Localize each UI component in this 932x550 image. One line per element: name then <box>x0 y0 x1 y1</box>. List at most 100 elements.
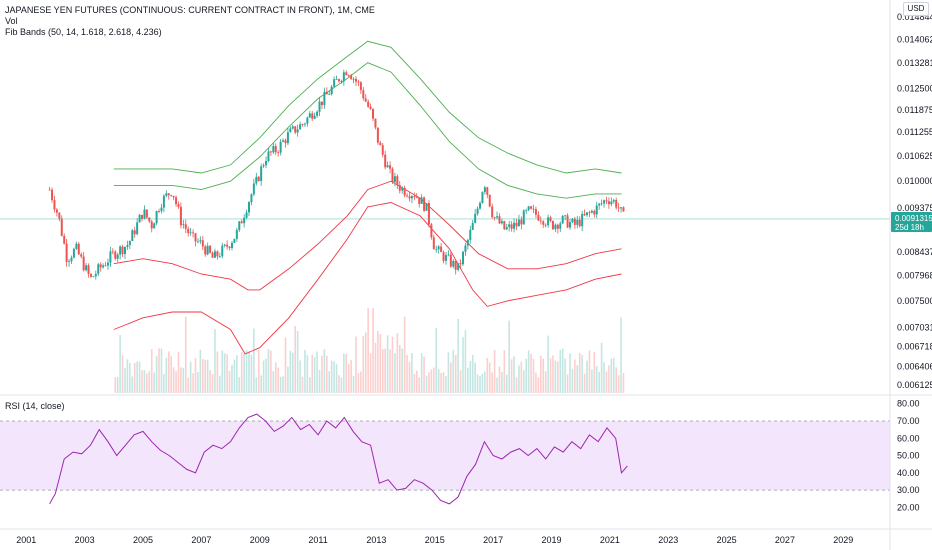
candle-body <box>240 221 243 224</box>
volume-bar <box>559 349 562 393</box>
volume-bar <box>369 353 372 393</box>
time-tick-label: 2029 <box>833 535 853 545</box>
volume-bar <box>238 377 241 393</box>
rsi-axis[interactable]: 80.00 70.00 60.00 50.00 40.00 30.00 20.00 <box>897 399 920 513</box>
candle-body <box>75 243 78 249</box>
volume-bar <box>491 372 493 393</box>
volume-bar <box>420 353 423 393</box>
price-tick-label: 0.0100000 <box>897 176 932 186</box>
volume-bar <box>192 373 194 393</box>
candle-body <box>286 132 289 144</box>
volume-bar <box>150 349 153 393</box>
price-axis[interactable]: 0.0148440 0.0140625 0.0132815 0.0125000 0.01… <box>889 0 932 550</box>
fib-band-lower-line <box>113 180 622 291</box>
volume-bar <box>547 335 549 393</box>
candle-body <box>459 263 462 265</box>
candle-body <box>89 273 92 277</box>
candle-body <box>131 230 134 242</box>
volume-bar <box>595 366 598 393</box>
candle-body <box>539 220 542 222</box>
candle-body <box>483 187 486 193</box>
candle-body <box>561 215 564 224</box>
candle-body <box>457 263 460 270</box>
candle-body <box>471 222 474 230</box>
candle-body <box>615 200 618 208</box>
candle-body <box>179 206 182 226</box>
volume-bar <box>160 348 163 393</box>
candle-body <box>386 165 389 168</box>
x-axis: 2001 2003 2005 2007 2009 2011 2013 2015 2017 2019… <box>0 528 932 545</box>
candle-body <box>530 206 533 209</box>
candle-body <box>330 86 333 95</box>
volume-bar <box>540 355 542 393</box>
legend-symbol-title[interactable]: JAPANESE YEN FUTURES (CONTINUOUS: CURREN… <box>5 5 375 15</box>
rsi-tick-label: 80.00 <box>897 399 920 409</box>
volume-bar <box>338 375 340 393</box>
candle-body <box>182 224 185 226</box>
candle-body <box>265 160 268 166</box>
time-tick-label: 2025 <box>717 535 737 545</box>
volume-bar <box>401 348 404 393</box>
volume-bar <box>267 349 270 393</box>
candle-body <box>496 216 499 218</box>
candle-body <box>610 201 613 205</box>
candle-body <box>111 251 114 253</box>
candle-body <box>564 215 567 217</box>
candle-body <box>167 193 170 196</box>
candle-body <box>551 220 554 230</box>
volume-bar <box>435 328 438 393</box>
time-tick-label: 2017 <box>483 535 503 545</box>
candle-body <box>406 195 409 197</box>
candle-body <box>228 246 231 248</box>
volume-bar <box>620 317 622 393</box>
volume-bar <box>612 358 615 393</box>
candle-body <box>525 210 528 211</box>
volume-bar <box>374 342 377 393</box>
legend-fib-bands[interactable]: Fib Bands (50, 14, 1.618, 2.618, 4.236) <box>5 27 162 37</box>
candle-body <box>347 75 350 76</box>
candle-body <box>153 223 156 229</box>
volume-bar <box>394 353 396 393</box>
volume-bar <box>228 370 231 393</box>
rsi-line <box>49 413 628 505</box>
legend-rsi[interactable]: RSI (14, close) <box>5 401 65 411</box>
volume-bar <box>598 371 600 393</box>
candle-body <box>355 78 357 82</box>
volume-bar <box>430 369 433 393</box>
volume-bar <box>257 350 260 393</box>
candle-body <box>316 111 319 116</box>
volume-bar <box>481 373 484 393</box>
candle-body <box>617 207 620 209</box>
volume-bar <box>574 359 576 393</box>
volume-bar <box>583 373 586 393</box>
volume-bar <box>231 365 233 393</box>
volume-bar <box>121 355 124 393</box>
candle-body <box>158 210 161 212</box>
volume-bar <box>155 356 158 393</box>
volume-bar <box>610 358 613 393</box>
candle-body <box>257 176 260 182</box>
volume-bar <box>542 358 545 393</box>
candle-body <box>573 218 576 225</box>
volume-bar <box>479 376 481 393</box>
candle-body <box>92 276 95 278</box>
volume-bar <box>226 354 228 393</box>
currency-badge[interactable]: USD <box>903 2 929 16</box>
volume-bar <box>428 372 430 393</box>
candle-body <box>121 246 124 255</box>
candle-body <box>126 245 129 247</box>
time-tick-label: 2015 <box>425 535 445 545</box>
candle-body <box>583 213 586 216</box>
candle-body <box>250 194 253 203</box>
volume-bar <box>379 334 382 393</box>
legend-volume[interactable]: Vol <box>5 16 18 26</box>
volume-bar <box>377 331 379 393</box>
volume-bar <box>209 370 211 393</box>
volume-bar <box>163 374 165 393</box>
volume-bar <box>474 362 476 393</box>
volume-bar <box>219 375 221 393</box>
candle-body <box>598 203 601 206</box>
candle-body <box>104 265 107 267</box>
candle-body <box>352 78 355 80</box>
